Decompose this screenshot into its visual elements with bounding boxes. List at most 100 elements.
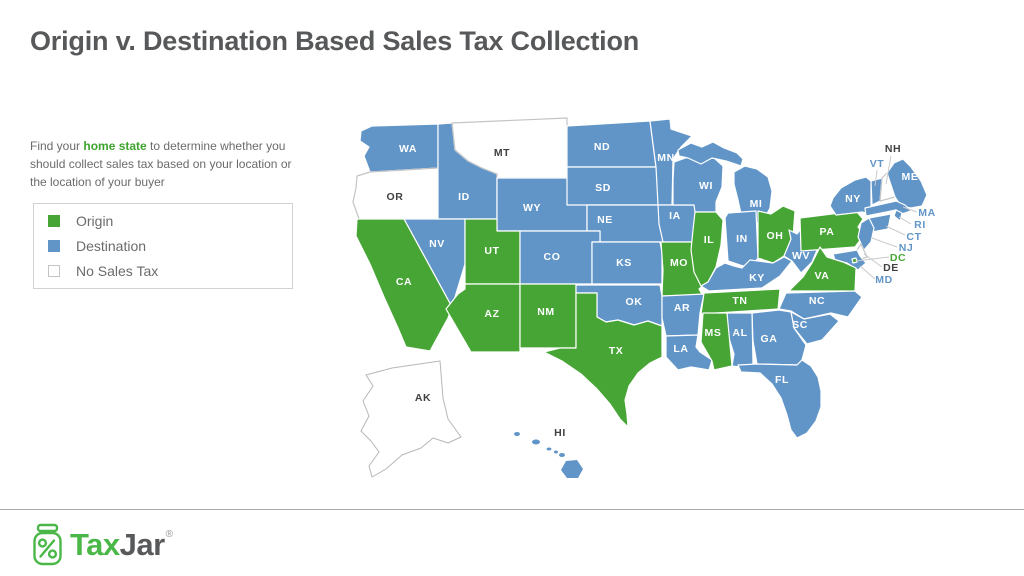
state-label-NC: NC: [809, 295, 825, 307]
state-label-KS: KS: [616, 257, 632, 269]
state-MI-upper: [677, 141, 744, 167]
taxjar-wordmark: TaxJar®: [70, 527, 173, 563]
state-label-OR: OR: [387, 191, 404, 203]
state-label-SC: SC: [792, 319, 808, 331]
state-NJ: [857, 217, 875, 251]
state-AZ: [445, 283, 521, 353]
state-label-LA: LA: [673, 343, 688, 355]
legend-item-no-sales-tax: No Sales Tax: [48, 263, 292, 279]
state-label-CA: CA: [396, 276, 412, 288]
state-label-PA: PA: [819, 226, 834, 238]
state-label-IL: IL: [704, 234, 715, 246]
state-ME: [886, 158, 928, 209]
state-shapes: [352, 117, 928, 478]
legend-label-origin: Origin: [76, 213, 114, 229]
state-CA: [355, 218, 453, 352]
wordmark-jar: Jar: [119, 527, 166, 562]
state-label-CT: CT: [906, 231, 921, 243]
state-label-MA: MA: [918, 207, 936, 219]
state-MS: [700, 312, 733, 371]
legend: Origin Destination No Sales Tax: [33, 203, 293, 289]
state-label-MI: MI: [750, 198, 763, 210]
state-DC: [851, 257, 858, 264]
state-label-VA: VA: [814, 270, 829, 282]
legend-label-destination: Destination: [76, 238, 147, 254]
state-label-WY: WY: [523, 202, 541, 214]
intro-pre: Find your: [30, 139, 84, 153]
page-title: Origin v. Destination Based Sales Tax Co…: [30, 26, 640, 56]
state-label-HI: HI: [554, 427, 566, 439]
leader-line-VT: [874, 169, 878, 187]
state-label-WV: WV: [792, 250, 810, 262]
state-label-VT: VT: [870, 158, 885, 170]
legend-item-origin: Origin: [48, 213, 292, 229]
state-label-WA: WA: [399, 143, 417, 155]
state-label-AL: AL: [732, 327, 747, 339]
state-label-IA: IA: [669, 210, 681, 222]
state-label-KY: KY: [749, 272, 765, 284]
leader-line-CT: [885, 225, 906, 236]
state-LA: [665, 334, 713, 371]
state-GA: [751, 309, 807, 366]
leader-line-NJ: [871, 237, 898, 248]
leader-lines: [855, 155, 918, 280]
wordmark-tax: Tax: [70, 527, 120, 562]
origin-swatch-icon: [48, 215, 60, 227]
state-label-UT: UT: [484, 245, 499, 257]
state-MI-lower: [733, 165, 773, 224]
state-label-TN: TN: [732, 295, 747, 307]
state-label-ND: ND: [594, 141, 610, 153]
state-SD: [566, 166, 661, 206]
intro-text: Find your home state to determine whethe…: [30, 138, 298, 191]
state-HI: [514, 432, 583, 478]
intro-post: to determine whether you should collect …: [30, 139, 292, 189]
intro-highlight: home state: [83, 139, 147, 153]
state-label-OH: OH: [767, 230, 784, 242]
state-label-GA: GA: [761, 333, 778, 345]
taxjar-logo: TaxJar®: [30, 523, 173, 567]
state-FL: [737, 359, 822, 439]
state-label-NV: NV: [429, 238, 445, 250]
state-label-MD: MD: [875, 274, 893, 286]
state-label-IN: IN: [736, 233, 748, 245]
state-TN: [700, 288, 781, 315]
no-sales-tax-swatch-icon: [48, 265, 60, 277]
state-AK: [360, 360, 462, 478]
footer: TaxJar®: [0, 509, 1024, 576]
legend-item-destination: Destination: [48, 238, 292, 254]
state-label-NE: NE: [597, 214, 613, 226]
state-label-DC: DC: [890, 252, 906, 264]
state-label-SD: SD: [595, 182, 611, 194]
state-TX: [543, 292, 663, 428]
state-RI: [893, 209, 903, 222]
state-label-RI: RI: [914, 219, 926, 231]
state-VA: [788, 246, 857, 292]
state-label-NY: NY: [845, 193, 861, 205]
state-label-AK: AK: [415, 392, 431, 404]
destination-swatch-icon: [48, 240, 60, 252]
state-label-DE: DE: [883, 262, 899, 274]
leader-line-NH: [885, 155, 892, 185]
legend-label-no-sales-tax: No Sales Tax: [76, 263, 159, 279]
state-label-AR: AR: [674, 302, 690, 314]
state-label-NH: NH: [885, 143, 901, 155]
registered-mark: ®: [165, 529, 173, 540]
leader-line-MD: [859, 265, 876, 280]
state-label-FL: FL: [775, 374, 789, 386]
state-label-AZ: AZ: [484, 308, 499, 320]
state-label-MT: MT: [494, 147, 510, 159]
state-KS: [591, 241, 663, 285]
state-label-WI: WI: [699, 180, 713, 192]
state-MN: [649, 118, 693, 206]
state-label-MS: MS: [705, 327, 722, 339]
state-ND: [566, 120, 657, 168]
state-label-NJ: NJ: [899, 242, 914, 254]
jar-percent-icon: [33, 523, 62, 566]
leader-line-RI: [898, 216, 912, 225]
state-label-OK: OK: [626, 296, 643, 308]
leader-line-DC: [855, 256, 890, 262]
leader-line-DE: [863, 253, 883, 268]
state-label-MO: MO: [670, 257, 688, 269]
